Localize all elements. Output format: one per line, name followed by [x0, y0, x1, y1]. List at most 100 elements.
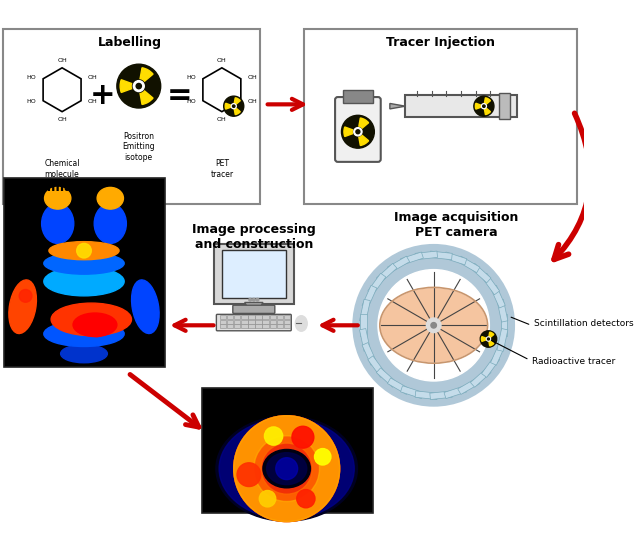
Text: Image/Data analysis: Image/Data analysis [216, 396, 358, 410]
Wedge shape [234, 416, 340, 522]
Polygon shape [360, 299, 371, 322]
Polygon shape [500, 314, 507, 336]
Ellipse shape [94, 204, 126, 243]
Wedge shape [234, 416, 340, 522]
Ellipse shape [263, 449, 310, 488]
FancyBboxPatch shape [234, 324, 241, 328]
Polygon shape [401, 252, 424, 265]
Circle shape [378, 269, 490, 381]
Circle shape [276, 458, 298, 480]
Polygon shape [390, 103, 405, 109]
FancyBboxPatch shape [233, 305, 275, 314]
Text: Image processing
and construction: Image processing and construction [192, 223, 316, 251]
Text: Labelling: Labelling [98, 36, 162, 49]
Wedge shape [359, 118, 369, 128]
Text: HO: HO [186, 99, 196, 104]
Circle shape [232, 105, 235, 108]
Polygon shape [415, 251, 438, 259]
Polygon shape [360, 328, 371, 351]
FancyBboxPatch shape [4, 178, 165, 367]
FancyBboxPatch shape [222, 251, 286, 298]
Ellipse shape [45, 187, 71, 209]
FancyBboxPatch shape [241, 320, 248, 324]
Ellipse shape [44, 252, 124, 274]
Wedge shape [234, 108, 240, 115]
FancyBboxPatch shape [220, 324, 227, 328]
Wedge shape [476, 103, 481, 109]
Text: Image acquisition
PET camera: Image acquisition PET camera [394, 211, 518, 239]
Text: =: = [167, 81, 193, 110]
Circle shape [426, 318, 441, 333]
Polygon shape [458, 378, 480, 395]
Text: OH: OH [217, 57, 227, 63]
Text: Positron
Emitting
isotope: Positron Emitting isotope [122, 132, 155, 162]
Circle shape [19, 289, 32, 302]
Polygon shape [376, 263, 397, 283]
FancyBboxPatch shape [255, 324, 262, 328]
Polygon shape [458, 256, 480, 273]
Text: PET
tracer: PET tracer [211, 159, 234, 178]
Circle shape [264, 427, 283, 445]
FancyBboxPatch shape [284, 324, 291, 328]
Ellipse shape [295, 316, 307, 331]
Ellipse shape [73, 313, 117, 337]
FancyBboxPatch shape [284, 320, 291, 324]
Text: Radioactive tracer: Radioactive tracer [532, 357, 616, 367]
Polygon shape [387, 378, 410, 395]
Polygon shape [481, 273, 500, 295]
Circle shape [483, 105, 485, 108]
Polygon shape [368, 273, 386, 295]
Text: OH: OH [248, 99, 257, 104]
Polygon shape [415, 391, 438, 400]
Ellipse shape [267, 453, 307, 485]
Circle shape [474, 96, 494, 116]
Circle shape [231, 104, 236, 109]
FancyArrowPatch shape [554, 113, 590, 259]
Polygon shape [360, 314, 367, 336]
Text: HO: HO [26, 99, 36, 104]
FancyBboxPatch shape [276, 324, 284, 328]
Circle shape [486, 337, 490, 341]
FancyBboxPatch shape [241, 315, 248, 319]
Wedge shape [489, 341, 494, 346]
Ellipse shape [9, 280, 36, 333]
Polygon shape [244, 302, 263, 309]
Circle shape [252, 299, 255, 301]
Polygon shape [430, 391, 452, 400]
Polygon shape [490, 343, 505, 365]
Wedge shape [484, 108, 490, 115]
Ellipse shape [381, 289, 486, 362]
FancyBboxPatch shape [227, 320, 234, 324]
Ellipse shape [51, 303, 131, 336]
FancyBboxPatch shape [202, 388, 372, 513]
Circle shape [133, 81, 144, 92]
Circle shape [356, 130, 360, 134]
Polygon shape [490, 285, 505, 308]
Text: Scintillation detectors: Scintillation detectors [534, 319, 634, 328]
Polygon shape [470, 263, 491, 283]
FancyBboxPatch shape [255, 315, 262, 319]
Polygon shape [470, 368, 491, 388]
Circle shape [488, 338, 490, 340]
FancyBboxPatch shape [284, 315, 291, 319]
FancyBboxPatch shape [335, 97, 381, 162]
Polygon shape [497, 299, 508, 322]
Text: HO: HO [186, 75, 196, 80]
Wedge shape [489, 332, 494, 337]
FancyBboxPatch shape [214, 244, 294, 304]
FancyBboxPatch shape [255, 320, 262, 324]
Circle shape [297, 490, 315, 508]
Circle shape [354, 128, 362, 136]
Circle shape [77, 243, 92, 258]
Polygon shape [368, 356, 386, 378]
FancyBboxPatch shape [241, 324, 248, 328]
Bar [499, 93, 510, 119]
Polygon shape [481, 356, 500, 378]
Text: OH: OH [217, 117, 227, 122]
Wedge shape [481, 337, 486, 341]
Circle shape [136, 83, 141, 89]
FancyBboxPatch shape [248, 315, 255, 319]
FancyBboxPatch shape [248, 324, 255, 328]
Wedge shape [234, 98, 240, 104]
Wedge shape [344, 127, 353, 136]
